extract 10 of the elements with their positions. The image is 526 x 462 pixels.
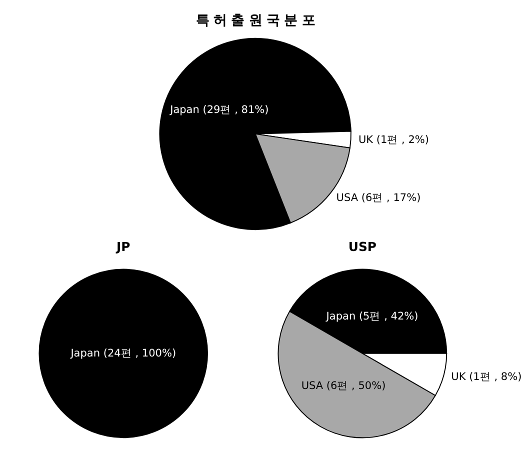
slice-label: Japan (29편 , 81%)	[169, 104, 269, 116]
chart-title: JP	[116, 239, 130, 254]
chart-title: 특 허 출 원 국 분 포	[196, 13, 315, 28]
slice-label: Japan (5편 , 42%)	[325, 310, 418, 323]
slice-label: UK (1편 , 2%)	[358, 134, 429, 146]
slice-label: Japan (24편 , 100%)	[70, 347, 176, 360]
slice-label: USA (6편 , 50%)	[301, 380, 386, 392]
chart-title: USP	[348, 239, 377, 254]
slice-label: UK (1편 , 8%)	[451, 371, 522, 384]
slice-label: USA (6편 , 17%)	[336, 192, 421, 204]
